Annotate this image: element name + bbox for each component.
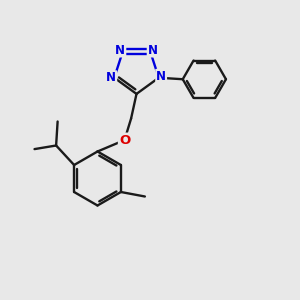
Text: N: N [156,70,166,83]
Text: O: O [119,134,130,147]
Text: N: N [148,44,158,57]
Text: N: N [106,71,116,84]
Text: N: N [115,44,125,57]
